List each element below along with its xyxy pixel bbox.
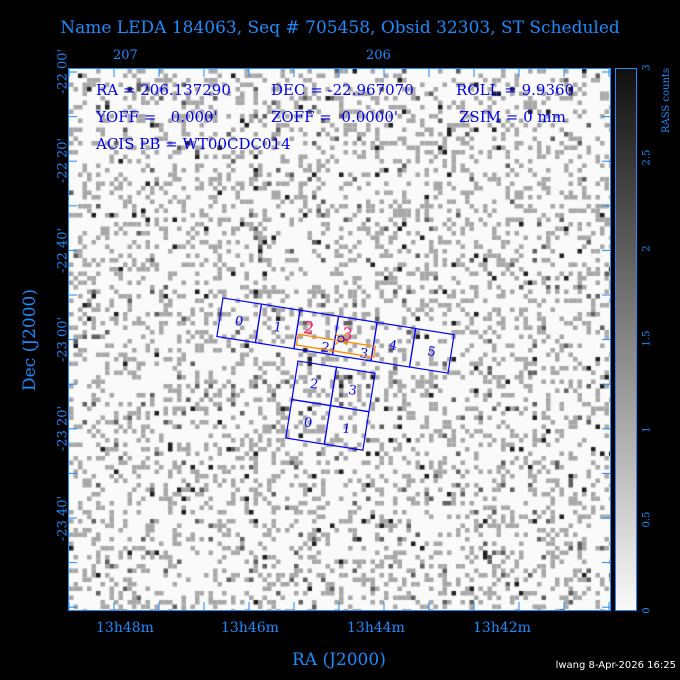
- ccd-chip-label: 1: [272, 320, 283, 336]
- ccd-chip-label: 3: [347, 383, 358, 399]
- plot-title: Name LEDA 184063, Seq # 705458, Obsid 32…: [60, 18, 620, 38]
- x-tick: 13h44m: [347, 620, 405, 636]
- y-axis-label: Dec (J2000): [20, 289, 40, 391]
- rass-image: [69, 69, 610, 610]
- colorbar: [615, 68, 637, 611]
- acis-s-array: 0 12 3 4 52 3: [216, 297, 455, 374]
- colorbar-label: RASS counts: [661, 67, 673, 134]
- y-tick: -22 00': [55, 48, 71, 95]
- y-tick: -23 40': [55, 495, 71, 541]
- ccd-chip-label: 5: [426, 344, 437, 360]
- yoff-readout: YOFF = 0.000': [96, 108, 218, 126]
- y-tick: -22 20': [55, 138, 71, 184]
- ccd-chip-label: 2: [320, 340, 331, 356]
- footer-stamp: lwang 8-Apr-2026 16:25: [555, 660, 676, 671]
- chip-overlay: 0 1 2 3 4 5 2 32 3 0 1: [69, 69, 610, 610]
- y-tick: -22 40': [55, 227, 71, 273]
- colorbar-tick: 0.5: [641, 511, 653, 527]
- dec-readout: DEC = -22.967070: [271, 81, 414, 99]
- colorbar-tick: 1.5: [641, 330, 653, 346]
- ccd-chip-label: 2: [309, 377, 320, 393]
- ccd-chip: [323, 404, 370, 451]
- ra-readout: RA = 206.137290: [96, 81, 231, 99]
- target-label: 2: [302, 318, 316, 339]
- acis-i-array: 2 3 0 1: [285, 360, 376, 451]
- roll-readout: ROLL = 9.9360: [456, 81, 575, 99]
- acis-pb-readout: ACIS PB = WT00CDC014: [96, 135, 291, 153]
- colorbar-tick: 3: [641, 64, 653, 71]
- ccd-chip-label: 0: [234, 314, 245, 330]
- aimpoint-marker: [334, 332, 348, 346]
- target-box: [295, 333, 377, 359]
- colorbar-tick: 2.5: [641, 149, 653, 165]
- ccd-chip-label: 3: [359, 346, 370, 362]
- y-tick: -23 20': [55, 406, 71, 452]
- colorbar-tick: 0: [641, 607, 653, 614]
- colorbar-tick: 2: [641, 245, 653, 252]
- top-tick-207: 207: [113, 48, 138, 63]
- ccd-chip-label: 4: [388, 338, 399, 354]
- x-tick: 13h46m: [221, 620, 279, 636]
- target-position-icon: [337, 335, 345, 343]
- x-tick: 13h42m: [473, 620, 531, 636]
- zoff-readout: ZOFF = 0.0000': [271, 108, 399, 126]
- x-axis-label: RA (J2000): [292, 650, 386, 670]
- y-tick: -23 00': [55, 316, 71, 362]
- colorbar-tick: 1: [641, 426, 653, 433]
- x-tick: 13h48m: [96, 620, 154, 636]
- zsim-readout: ZSIM = 0 mm: [459, 108, 566, 126]
- ccd-chip: [408, 327, 455, 374]
- top-tick-206: 206: [366, 48, 391, 63]
- ccd-chip-label: 0: [303, 415, 314, 431]
- ccd-chip-label: 1: [341, 421, 352, 437]
